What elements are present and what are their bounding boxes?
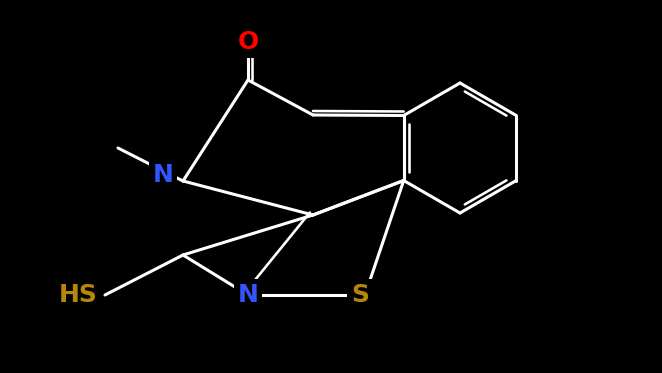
Text: O: O	[238, 30, 259, 54]
Text: N: N	[152, 163, 173, 187]
Text: HS: HS	[58, 283, 97, 307]
Text: N: N	[238, 283, 258, 307]
Text: S: S	[351, 283, 369, 307]
